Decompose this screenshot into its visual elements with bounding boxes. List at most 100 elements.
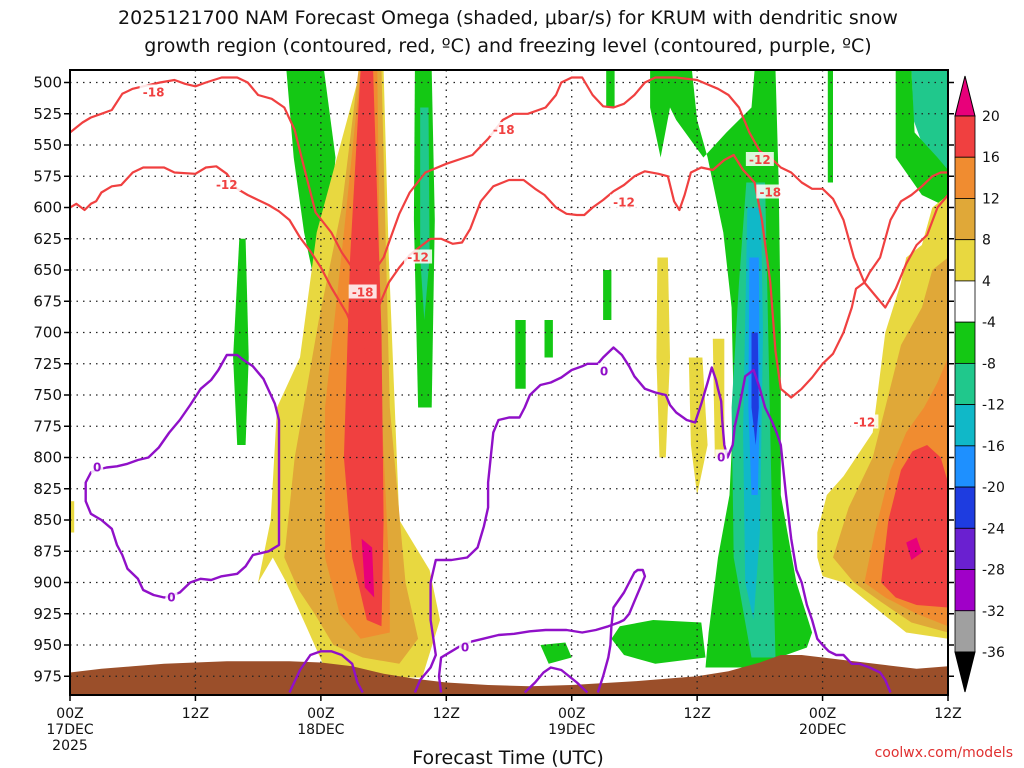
- omega-region-main-warm-column-max: [361, 538, 375, 598]
- grid-lines: [70, 70, 948, 695]
- y-tick-label-875: 875: [33, 542, 62, 560]
- plot-frame: [69, 69, 949, 696]
- y-tick-label-600: 600: [33, 199, 62, 217]
- x-tick-label-84-0: 12Z: [934, 706, 961, 722]
- omega-region-dark-blue-core: [751, 332, 759, 445]
- colorbar-label-20: 20: [982, 109, 1000, 125]
- x-tick-label-24-1: 18DEC: [297, 722, 344, 738]
- freezing-contour-1: [288, 650, 364, 694]
- colorbar: 20 16 12 8 4 -4 -8 -12 -16 -20 -24 -28 -32 -36: [954, 75, 1005, 693]
- x-tick-label-12-0: 12Z: [182, 706, 209, 722]
- omega-region-green-bar-c: [603, 270, 612, 320]
- y-tick-label-800: 800: [33, 449, 62, 467]
- dgz-label-2-bg: [348, 284, 377, 299]
- colorbar-label--24: -24: [982, 521, 1005, 537]
- colorbar-under-arrow: [954, 651, 976, 693]
- chart-title-line-1: 2025121700 NAM Forecast Omega (shaded, μ…: [118, 7, 898, 29]
- omega-region-right-warm-region-level16: [881, 445, 948, 608]
- dgz-label-2: -18: [352, 286, 374, 300]
- y-tick-label-825: 825: [33, 480, 62, 498]
- dgz-label-6: -12: [613, 196, 635, 210]
- x-tick-label-0-2: 2025: [52, 738, 88, 754]
- colorbar-bin--36--32: [954, 610, 976, 653]
- dgz-label-8: -12: [854, 416, 876, 430]
- colorbar-over-arrow: [954, 75, 976, 117]
- colorbar-bin--20--16: [954, 445, 976, 488]
- omega-region-green-strip-500: [606, 70, 615, 108]
- y-tick-label-675: 675: [33, 292, 62, 310]
- colorbar-bin--16--12: [954, 404, 976, 447]
- dgz-label-1-bg: [489, 122, 518, 136]
- colorbar-label-16: 16: [982, 150, 1000, 166]
- freezing-label-3: 0: [600, 364, 608, 378]
- colorbar-label-4: 4: [982, 274, 991, 290]
- omega-region-warm-strip-58z: [688, 357, 708, 495]
- colorbar-bin--4-4: [954, 280, 976, 323]
- freezing-contour-0: [84, 353, 281, 599]
- colorbar-bin-16-20: [954, 115, 976, 158]
- dgz-label-4-bg: [212, 177, 241, 191]
- freezing-label-2-bg: [459, 639, 472, 654]
- colorbar-bin--32--28: [954, 569, 976, 612]
- colorbar-bin--24--20: [954, 486, 976, 529]
- omega-region-warm-strip-62z: [712, 338, 725, 458]
- colorbar-label--32: -32: [982, 604, 1005, 620]
- omega-region-green-bar-a: [515, 320, 526, 389]
- freezing-label-3-bg: [598, 363, 611, 378]
- colorbar-label-12: 12: [982, 191, 1000, 207]
- colorbar-label--4: -4: [982, 315, 996, 331]
- x-tick-label-60-0: 12Z: [683, 706, 710, 722]
- omega-region-green-bar-b: [544, 320, 553, 358]
- freezing-label-1: 0: [167, 591, 175, 605]
- y-tick-label-925: 925: [33, 605, 62, 623]
- omega-region-teal-top-right: [911, 70, 948, 170]
- omega-region-green-right-strip: [827, 70, 833, 183]
- colorbar-label-8: 8: [982, 233, 991, 249]
- colorbar-bin--12--8: [954, 362, 976, 406]
- terrain-surface: [70, 655, 948, 695]
- y-tick-label-975: 975: [33, 667, 62, 685]
- colorbar-label--20: -20: [982, 480, 1005, 496]
- credit-link[interactable]: coolwx.com/models: [875, 745, 1013, 761]
- dgz-label-3-bg: [756, 184, 785, 199]
- x-axis-label: Forecast Time (UTC): [412, 747, 603, 768]
- y-tick-label-850: 850: [33, 511, 62, 529]
- dgz-label-1: -18: [493, 123, 515, 137]
- colorbar-label--12: -12: [982, 398, 1005, 414]
- y-tick-label-575: 575: [33, 167, 62, 185]
- dendritic-growth-contours: [70, 76, 948, 399]
- x-tick-label-48-0: 00Z: [558, 706, 585, 722]
- dgz-label-0-bg: [139, 84, 168, 99]
- y-tick-label-775: 775: [33, 417, 62, 435]
- dgz-label-0: -18: [143, 86, 165, 100]
- x-tick-label-24-0: 00Z: [307, 706, 334, 722]
- y-tick-label-750: 750: [33, 386, 62, 404]
- omega-region-green-low-block: [611, 620, 706, 664]
- colorbar-label--36: -36: [982, 645, 1005, 661]
- freezing-label-4: 0: [717, 451, 725, 465]
- y-tick-label-950: 950: [33, 636, 62, 654]
- dgz-label-5: -12: [407, 251, 429, 265]
- freezing-level-contours: [84, 346, 892, 694]
- omega-region-big-green-column: [650, 70, 813, 668]
- omega-region-right-warm-region-max: [906, 537, 922, 560]
- colorbar-label--8: -8: [982, 356, 996, 372]
- freezing-contour-4: [437, 568, 647, 693]
- colorbar-bin--8--4: [954, 321, 976, 364]
- freezing-label-0: 0: [93, 461, 101, 475]
- dgz-contour--18-0: [70, 76, 948, 309]
- dgz-label-6-bg: [609, 194, 638, 209]
- x-tick-label-36-0: 12Z: [433, 706, 460, 722]
- omega-region-main-warm-column-level16: [343, 70, 384, 627]
- y-tick-label-500: 500: [33, 74, 62, 92]
- y-tick-label-900: 900: [33, 574, 62, 592]
- x-tick-label-48-1: 19DEC: [548, 722, 595, 738]
- y-tick-label-625: 625: [33, 230, 62, 248]
- y-tick-label-525: 525: [33, 105, 62, 123]
- omega-region-green-column-near-16z: [233, 238, 249, 445]
- omega-region-green-top-right: [895, 70, 948, 208]
- freezing-label-2: 0: [461, 641, 469, 655]
- y-axis: 500 525 550 575 600 625 650 675 700 725 750 775 800 8…: [33, 74, 954, 685]
